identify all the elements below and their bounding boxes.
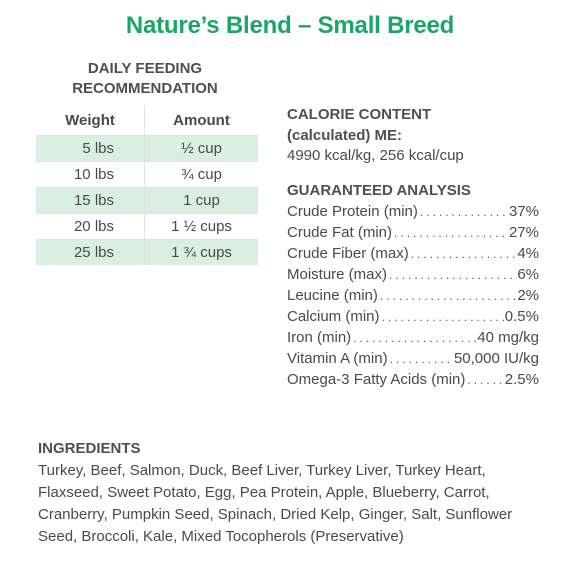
feeding-table-header: Weight Amount [36,106,258,136]
analysis-label: Crude Fiber (max) [287,245,409,262]
leader-dots: ........................................ [381,310,505,324]
analysis-row: Crude Fat (min) ........................… [287,224,539,245]
analysis-value: 0.5% [504,308,539,325]
weight-cell: 15 lbs [36,187,145,214]
feeding-heading-line2: RECOMMENDATION [72,80,218,97]
column-header-amount: Amount [144,106,258,136]
calorie-heading: CALORIE CONTENT (calculated) ME: [287,104,431,146]
analysis-row: Iron (min) .............................… [287,329,539,350]
analysis-label: Vitamin A (min) [287,350,388,367]
analysis-row: Omega-3 Fatty Acids (min) ..............… [287,371,539,392]
analysis-value: 6% [517,266,539,283]
leader-dots: ........................................ [389,352,454,366]
calorie-heading-line2: (calculated) ME: [287,127,403,144]
analysis-label: Calcium (min) [287,308,380,325]
leader-dots: ........................................ [379,289,517,303]
column-header-weight: Weight [36,106,145,136]
table-row: 20 lbs 1 ½ cups [36,213,258,240]
analysis-row: Crude Protein (min) ....................… [287,203,539,224]
calorie-value: 4990 kcal/kg, 256 kcal/cup [287,147,464,164]
table-row: 5 lbs ½ cup [36,135,258,162]
weight-cell: 25 lbs [36,239,145,265]
analysis-row: Moisture (max) .........................… [287,266,539,287]
page-title: Nature’s Blend – Small Breed [125,12,455,39]
table-row: 25 lbs 1 ¾ cups [36,239,258,265]
analysis-value: 40 mg/kg [477,329,539,346]
feeding-heading-line1: DAILY FEEDING [87,60,203,77]
calorie-heading-line1: CALORIE CONTENT [287,106,432,123]
table-row: 10 lbs ¾ cup [36,161,258,188]
amount-cell: 1 ½ cups [144,213,258,240]
leader-dots: ........................................ [410,247,518,261]
leader-dots: ........................................ [389,268,517,282]
analysis-list: Crude Protein (min) ....................… [287,203,539,392]
analysis-row: Vitamin A (min) ........................… [287,350,539,371]
analysis-row: Calcium (min) ..........................… [287,308,539,329]
analysis-row: Leucine (min) ..........................… [287,287,539,308]
amount-cell: ½ cup [144,135,258,162]
leader-dots: ........................................ [467,373,505,387]
amount-cell: ¾ cup [144,161,258,188]
analysis-label: Omega-3 Fatty Acids (min) [287,371,466,388]
leader-dots: ........................................ [419,205,509,219]
analysis-value: 27% [508,224,539,241]
analysis-value: 37% [508,203,539,220]
analysis-value: 50,000 IU/kg [453,350,539,367]
analysis-label: Moisture (max) [287,266,388,283]
analysis-row: Crude Fiber (max) ......................… [287,245,539,266]
ingredients-text: Turkey, Beef, Salmon, Duck, Beef Liver, … [38,462,513,545]
analysis-label: Iron (min) [287,329,352,346]
leader-dots: ........................................ [353,331,478,345]
analysis-value: 2.5% [504,371,539,388]
table-row: 15 lbs 1 cup [36,187,258,214]
analysis-label: Leucine (min) [287,287,378,304]
feeding-table: Weight Amount 5 lbs ½ cup 10 lbs ¾ cup 1… [36,106,258,265]
analysis-value: 4% [517,245,539,262]
leader-dots: ........................................ [394,226,509,240]
ingredients-heading: INGREDIENTS [38,440,141,457]
feeding-heading: DAILY FEEDING RECOMMENDATION [36,59,254,99]
analysis-label: Crude Fat (min) [287,224,393,241]
amount-cell: 1 ¾ cups [144,239,258,265]
analysis-label: Crude Protein (min) [287,203,418,220]
amount-cell: 1 cup [144,187,258,214]
weight-cell: 5 lbs [36,135,145,162]
analysis-heading: GUARANTEED ANALYSIS [287,182,471,199]
weight-cell: 10 lbs [36,161,145,188]
analysis-value: 2% [517,287,539,304]
weight-cell: 20 lbs [36,213,145,240]
